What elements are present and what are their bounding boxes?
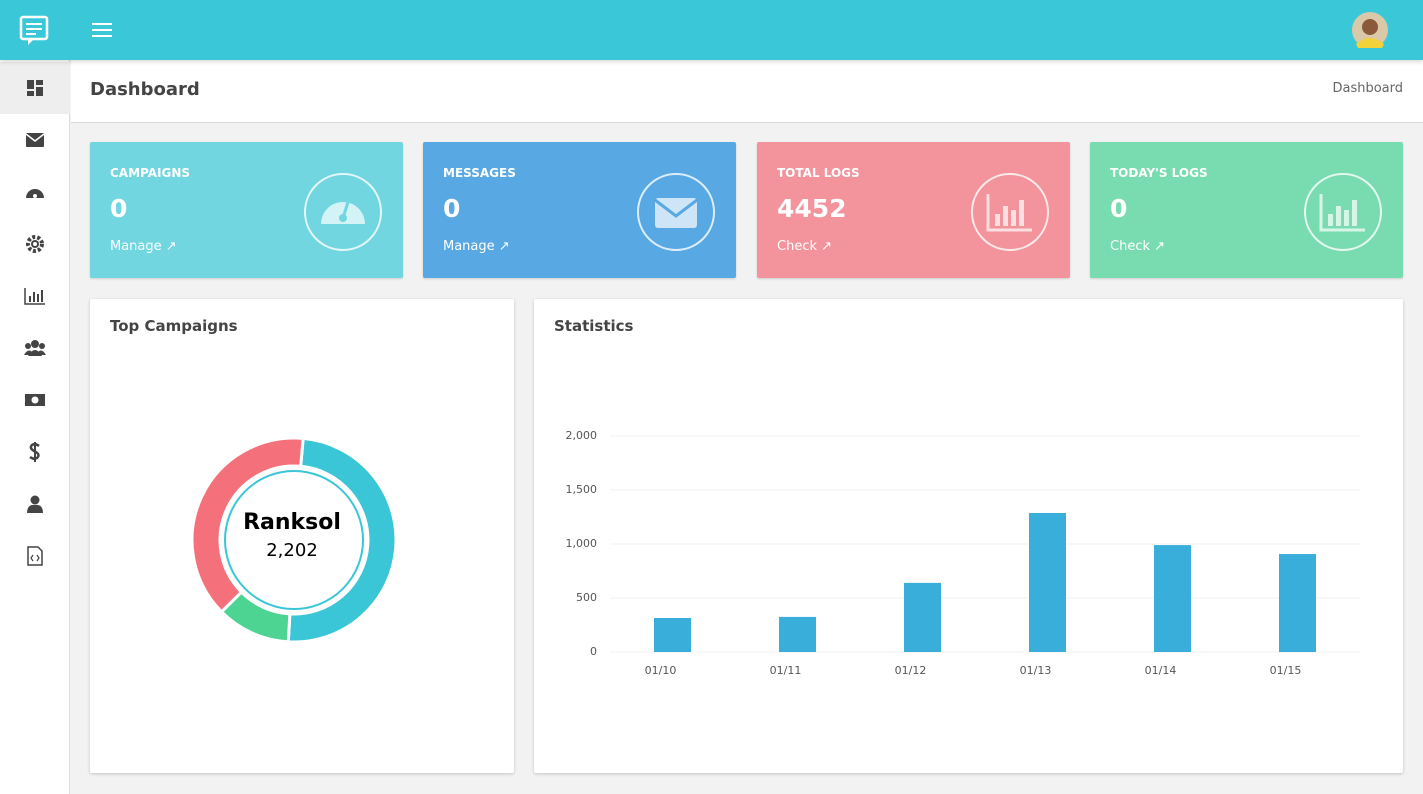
card-link[interactable]: Check ↗ <box>777 239 833 254</box>
card-link-text[interactable]: Check <box>1110 239 1150 254</box>
card-title: CAMPAIGNS <box>110 166 191 180</box>
y-tick-label: 500 <box>576 591 597 604</box>
logo[interactable] <box>18 13 52 47</box>
card-link[interactable]: Manage ↗ <box>443 239 510 254</box>
x-tick-label: 01/12 <box>895 664 927 677</box>
donut-segment <box>190 436 305 614</box>
nav-pricing[interactable] <box>0 426 70 478</box>
nav-campaigns[interactable] <box>0 166 70 218</box>
card-value: 0 <box>1110 194 1128 223</box>
x-tick-label: 01/11 <box>770 664 802 677</box>
card-icon <box>971 173 1049 251</box>
center-value: 2,202 <box>266 540 318 561</box>
donut-inner-ring <box>224 470 364 610</box>
card-value: 0 <box>110 194 128 223</box>
panel-title: Statistics <box>554 317 634 335</box>
bar-chart: 0 500 1,000 1,500 2,000 01/10 01/11 01/12 01/13 0… <box>566 429 1360 677</box>
center-label: Ranksol <box>243 510 341 535</box>
card-link-text[interactable]: Manage <box>110 239 162 254</box>
nav-reports[interactable] <box>0 270 70 322</box>
card-icon <box>1304 173 1382 251</box>
sidebar <box>0 60 70 794</box>
card-title: MESSAGES <box>443 166 516 180</box>
page-title: Dashboard <box>90 79 200 100</box>
bar <box>779 616 816 652</box>
card-title: TODAY'S LOGS <box>1110 166 1208 180</box>
bar <box>1279 554 1316 652</box>
y-tick-label: 1,500 <box>566 483 598 496</box>
card-icon <box>304 173 382 251</box>
card-link-text[interactable]: Manage <box>443 239 495 254</box>
y-tick-label: 1,000 <box>566 537 598 550</box>
bar <box>1029 513 1066 652</box>
card-link-text[interactable]: Check <box>777 239 817 254</box>
user-avatar[interactable] <box>1352 12 1388 48</box>
y-tick-label: 0 <box>590 645 597 658</box>
x-tick-label: 01/15 <box>1270 664 1302 677</box>
donut-segment <box>286 436 398 644</box>
stat-card: TODAY'S LOGS 0 Check ↗ <box>1090 142 1403 278</box>
nav-api[interactable] <box>0 530 70 582</box>
bar <box>654 617 691 652</box>
nav-users[interactable] <box>0 322 70 374</box>
card-link[interactable]: Manage ↗ <box>110 239 177 254</box>
breadcrumb[interactable]: Dashboard <box>1332 81 1403 96</box>
menu-toggle[interactable] <box>92 22 114 38</box>
y-tick-label: 2,000 <box>566 429 598 442</box>
card-value: 0 <box>443 194 461 223</box>
x-tick-label: 01/14 <box>1145 664 1177 677</box>
bar <box>1154 545 1191 652</box>
statistics-panel: 0 500 1,000 1,500 2,000 01/10 01/11 01/12 01/13 0… <box>534 299 1403 773</box>
stat-card: MESSAGES 0 Manage ↗ <box>423 142 736 278</box>
page-header: Dashboard Dashboard <box>71 60 1423 123</box>
x-tick-label: 01/13 <box>1020 664 1052 677</box>
stat-card: TOTAL LOGS 4452 Check ↗ <box>757 142 1070 278</box>
donut-chart: Ranksol 2,202 <box>190 436 398 644</box>
nav-dashboard[interactable] <box>0 62 70 114</box>
nav-messages[interactable] <box>0 114 70 166</box>
card-link[interactable]: Check ↗ <box>1110 239 1166 254</box>
nav-settings[interactable] <box>0 218 70 270</box>
card-value: 4452 <box>777 194 847 223</box>
top-campaigns-panel: Ranksol 2,202 Top Campaigns <box>90 299 514 773</box>
bar <box>904 582 941 652</box>
x-tick-label: 01/10 <box>645 664 677 677</box>
panel-title: Top Campaigns <box>110 317 238 335</box>
nav-billing[interactable] <box>0 374 70 426</box>
stat-card: CAMPAIGNS 0 Manage ↗ <box>90 142 403 278</box>
top-bar <box>0 0 1423 60</box>
card-title: TOTAL LOGS <box>777 166 860 180</box>
nav-profile[interactable] <box>0 478 70 530</box>
card-icon <box>637 173 715 251</box>
